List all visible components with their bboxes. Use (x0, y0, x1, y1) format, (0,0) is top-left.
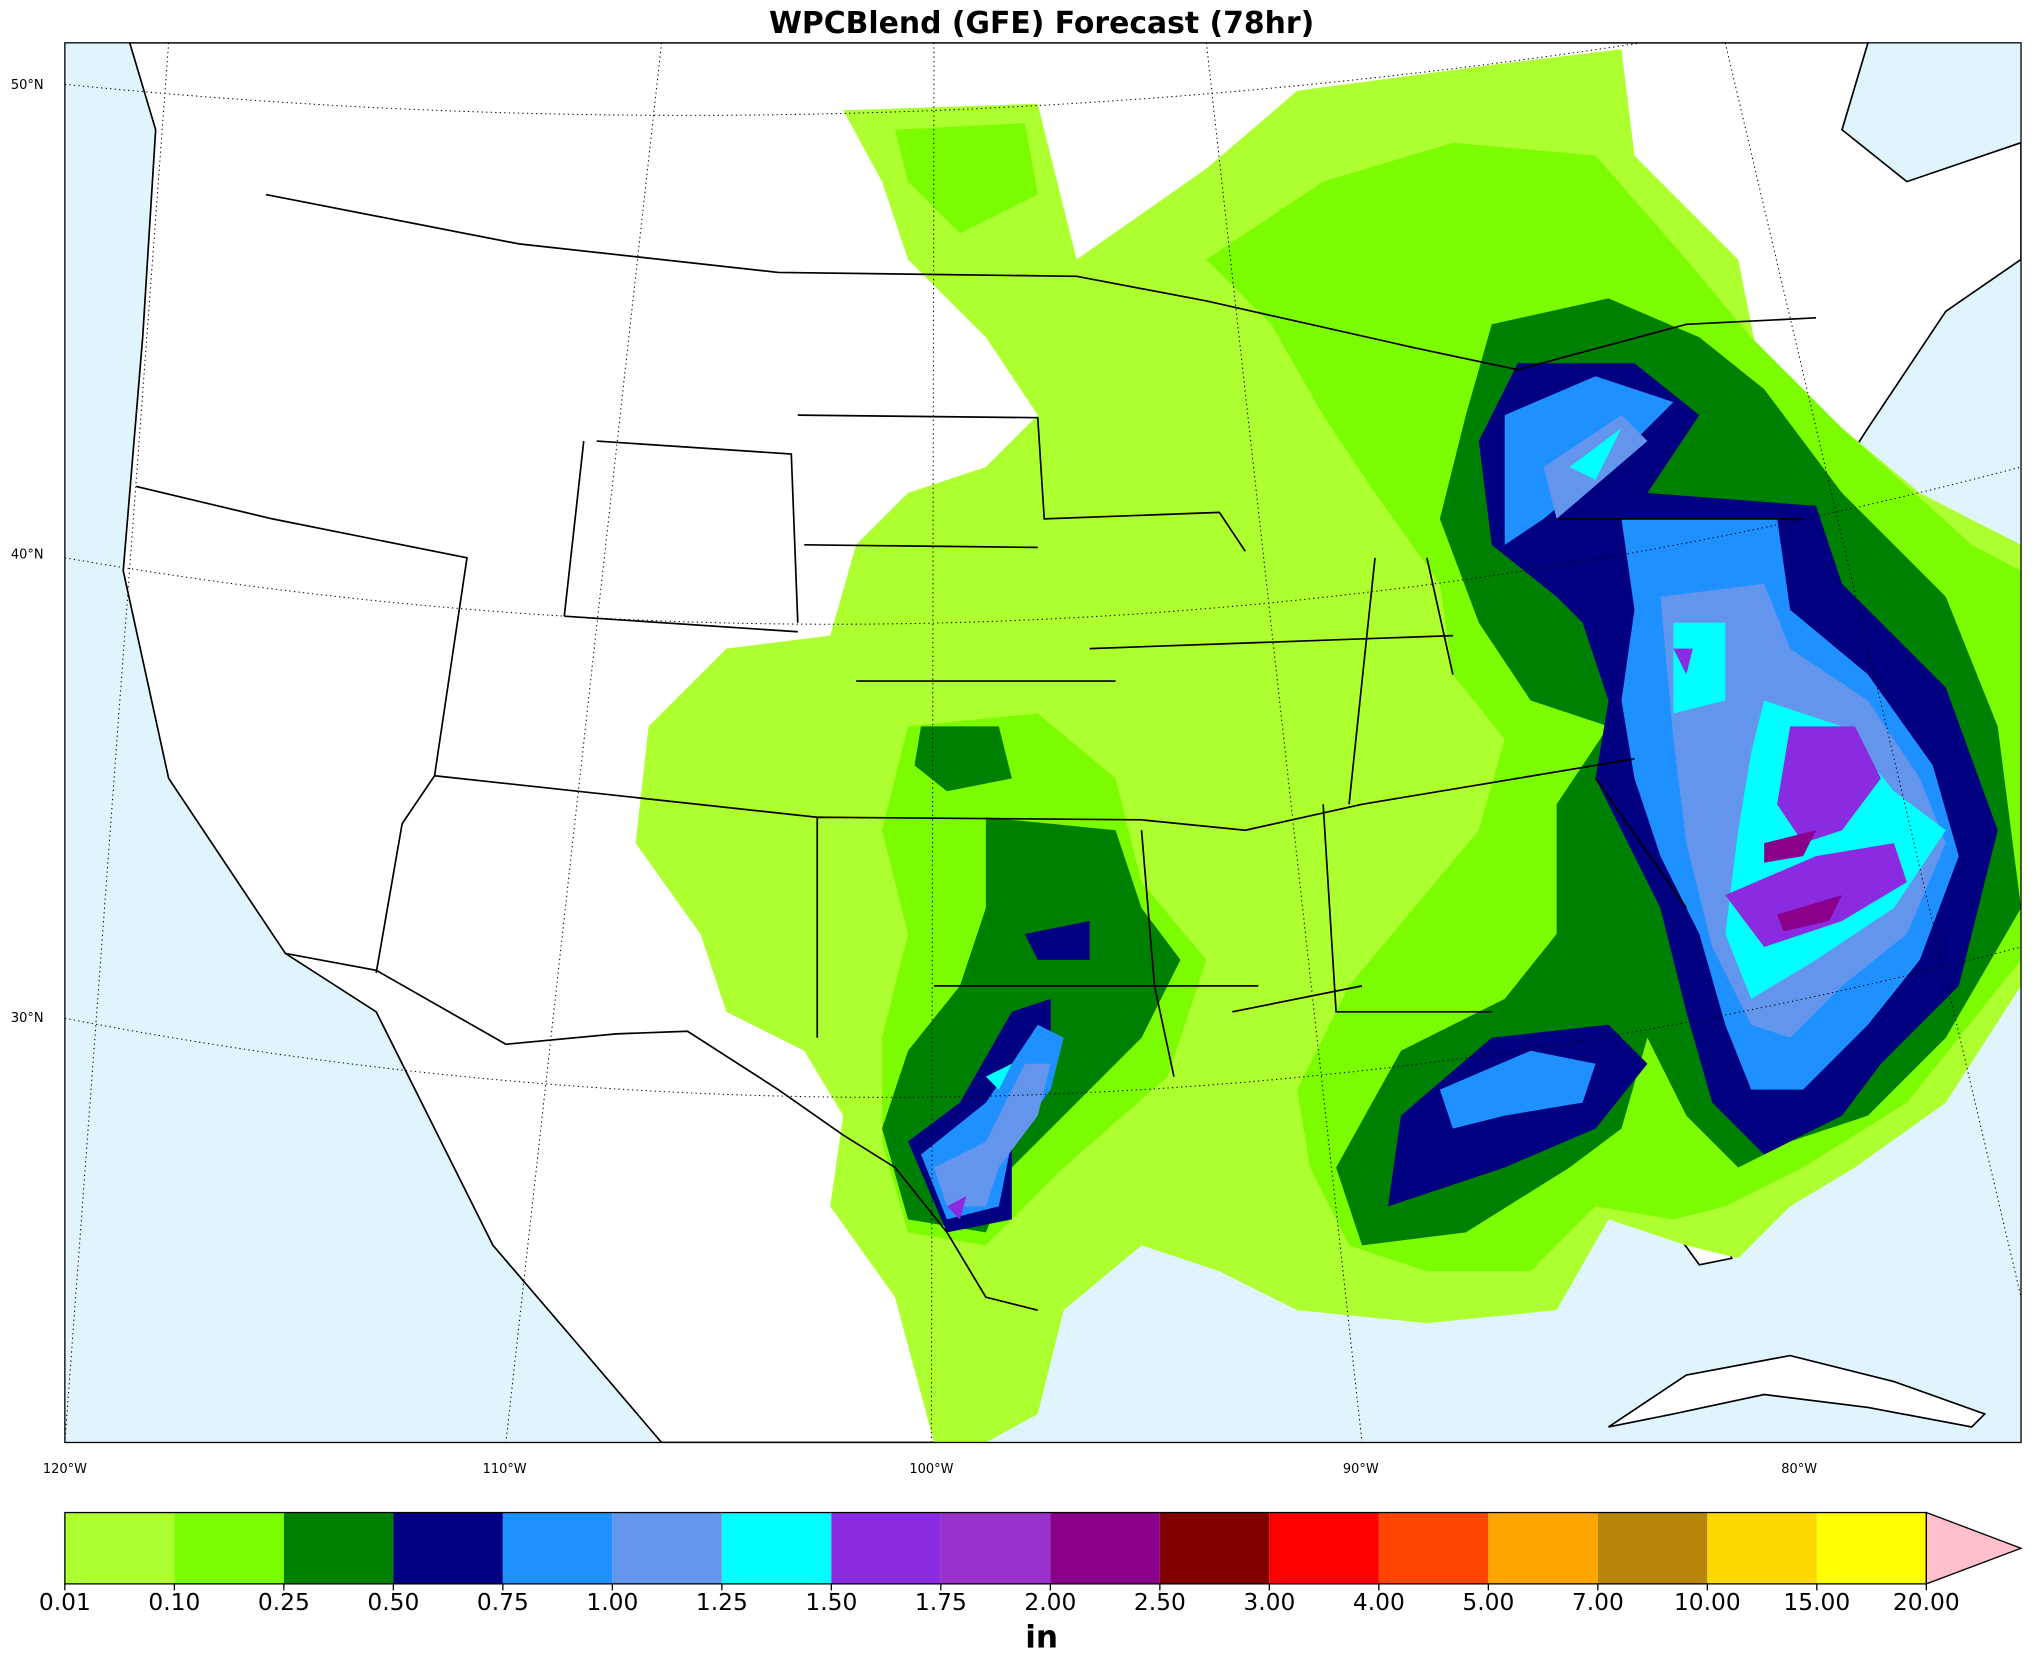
borders (136, 193, 1817, 1311)
colorbar-frame (64, 1511, 1927, 1585)
colorbar-bin (1816, 1512, 1927, 1584)
colorbar-tick-label: 2.50 (1134, 1588, 1186, 1616)
precip-150 (985, 428, 1946, 1090)
colorbar-bin (1488, 1512, 1598, 1584)
lon-label: 100°W (909, 1462, 953, 1477)
colorbar-tick-label: 4.00 (1353, 1588, 1405, 1616)
colorbar-tick-label: 0.75 (477, 1588, 529, 1616)
colorbar-tick-label: 15.00 (1783, 1588, 1850, 1616)
precip-125 (933, 415, 1946, 1207)
colorbar-tick-label: 1.50 (805, 1588, 857, 1616)
colorbar-bin (283, 1512, 394, 1584)
colorbar-tick-label: 1.75 (915, 1588, 967, 1616)
graticule (64, 42, 2022, 1443)
colorbar-tick-label: 0.10 (148, 1588, 200, 1616)
lon-labels: 120°W 110°W 100°W 90°W 80°W (43, 1462, 1817, 1477)
colorbar-bin (940, 1512, 1051, 1584)
colorbar-bin (1050, 1512, 1160, 1584)
lat-label: 50°N (11, 78, 44, 93)
colorbar-bin (721, 1512, 832, 1584)
map (64, 42, 2022, 1444)
lon-label: 90°W (1343, 1462, 1379, 1477)
colorbar-tick-label: 0.50 (367, 1588, 419, 1616)
colorbar-bin (174, 1512, 284, 1584)
lat-labels: 50°N 40°N 30°N (11, 78, 44, 1026)
colorbar-tick-label: 1.00 (586, 1588, 638, 1616)
colorbar-tick-label: 0.01 (39, 1588, 91, 1616)
colorbar-bin (612, 1512, 722, 1584)
colorbar-bin (1597, 1512, 1708, 1584)
lat-label: 30°N (11, 1011, 44, 1026)
colorbar-bin (1269, 1512, 1379, 1584)
colorbar-tick-label: 7.00 (1572, 1588, 1624, 1616)
colorbar-bin (831, 1512, 941, 1584)
colorbar-tick-label: 3.00 (1243, 1588, 1295, 1616)
colorbar-bin (64, 1512, 175, 1584)
lon-label: 110°W (483, 1462, 527, 1477)
colorbar-bin (1159, 1512, 1270, 1584)
lat-label: 40°N (11, 548, 44, 563)
colorbar-bin (1378, 1512, 1489, 1584)
colorbar-tick-label: 1.25 (696, 1588, 748, 1616)
lon-label: 120°W (43, 1462, 87, 1477)
colorbar-tick-label: 5.00 (1462, 1588, 1514, 1616)
colorbar-unit: in (1025, 1619, 1058, 1655)
colorbar-tick-label: 10.00 (1674, 1588, 1741, 1616)
title: WPCBlend (GFE) Forecast (78hr) (769, 6, 1314, 41)
colorbar-bin (1707, 1512, 1817, 1584)
colorbar-tick-label: 2.00 (1024, 1588, 1076, 1616)
colorbar-extend (1925, 1511, 2023, 1585)
colorbar-tick-label: 0.25 (258, 1588, 310, 1616)
colorbar-bin (393, 1512, 503, 1584)
colorbar-tick-label: 20.00 (1893, 1588, 1960, 1616)
map-frame (64, 42, 2022, 1444)
lon-label: 80°W (1781, 1462, 1817, 1477)
precip-100 (921, 376, 1959, 1220)
colorbar-bin (502, 1512, 613, 1584)
cuba (1608, 1354, 1987, 1428)
colorbar: 0.01 0.10 0.25 0.50 0.75 1.00 1.25 1.50 1.75 2.00… (39, 1511, 2023, 1655)
precip-200 (1764, 830, 1843, 932)
